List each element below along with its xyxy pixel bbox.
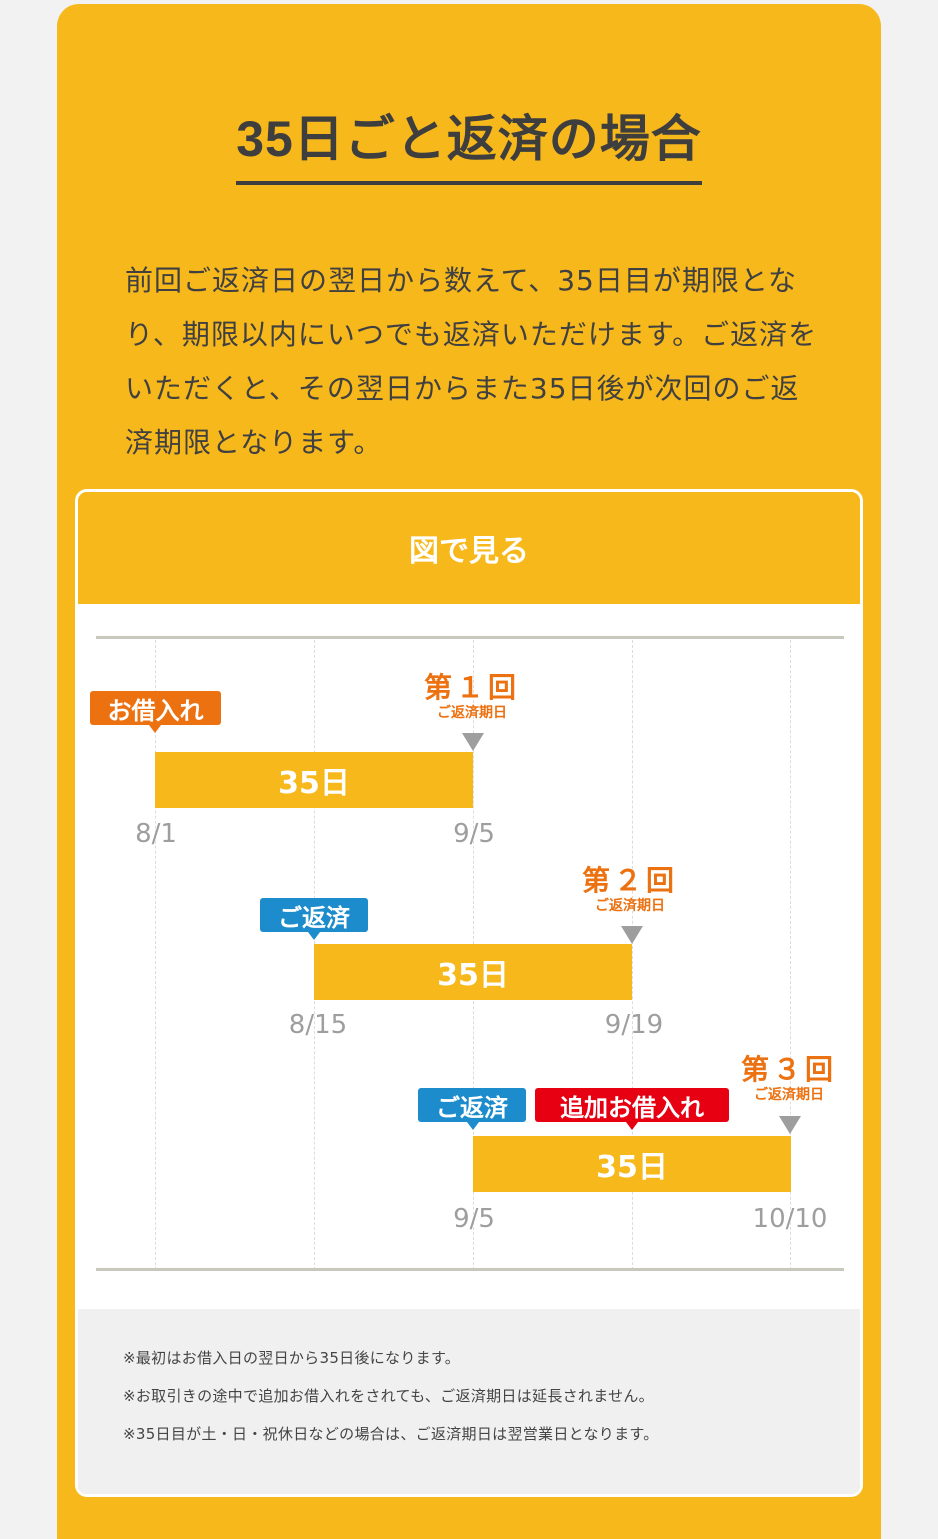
grid-line bbox=[155, 640, 156, 1270]
top-rule bbox=[96, 636, 844, 639]
repayment-info-card: 35日ごと返済の場合 前回ご返済日の翌日から数えて、35日目が期限となり、期限以… bbox=[57, 4, 881, 1539]
grid-line bbox=[632, 640, 633, 1270]
note-item: ※お取引きの途中で追加お借入れをされても、ご返済期日は延長されません。 bbox=[123, 1387, 654, 1405]
period-bar: 35日 bbox=[473, 1136, 791, 1192]
due-arrow-icon bbox=[621, 926, 643, 944]
period-bar: 35日 bbox=[314, 944, 632, 1000]
period-bar: 35日 bbox=[155, 752, 473, 808]
end-date: 9/19 bbox=[604, 1010, 664, 1040]
grid-line bbox=[790, 640, 791, 1270]
figure-panel: 図で見る お借入れ 第１回 ご返済期日 35日 8/1 9/5 ご返済 第２回 … bbox=[75, 489, 863, 1497]
due-arrow-icon bbox=[779, 1116, 801, 1134]
due-arrow-icon bbox=[462, 733, 484, 751]
bottom-rule bbox=[96, 1268, 844, 1271]
due-label-2: 第２回 ご返済期日 bbox=[570, 864, 690, 914]
due-label-3: 第３回 ご返済期日 bbox=[729, 1053, 849, 1103]
note-item: ※最初はお借入日の翌日から35日後になります。 bbox=[123, 1349, 461, 1367]
tag-borrow: お借入れ bbox=[90, 691, 221, 725]
tag-additional-borrow: 追加お借入れ bbox=[535, 1088, 729, 1122]
due-label-1: 第１回 ご返済期日 bbox=[412, 671, 532, 721]
due-subtitle: ご返済期日 bbox=[437, 705, 507, 721]
start-date: 9/5 bbox=[453, 1204, 495, 1234]
section-description: 前回ご返済日の翌日から数えて、35日目が期限となり、期限以内にいつでも返済いただ… bbox=[125, 264, 818, 459]
tag-repay: ご返済 bbox=[418, 1088, 526, 1122]
figure-header: 図で見る bbox=[78, 492, 860, 604]
section-title: 35日ごと返済の場合 bbox=[236, 112, 702, 185]
note-item: ※35日目が土・日・祝休日などの場合は、ご返済期日は翌営業日となります。 bbox=[123, 1425, 659, 1443]
due-subtitle: ご返済期日 bbox=[595, 898, 665, 914]
start-date: 8/1 bbox=[135, 819, 177, 849]
end-date: 10/10 bbox=[752, 1204, 828, 1234]
due-title: 第１回 bbox=[423, 671, 520, 704]
due-subtitle: ご返済期日 bbox=[754, 1087, 824, 1103]
end-date: 9/5 bbox=[453, 819, 495, 849]
notes-section: ※最初はお借入日の翌日から35日後になります。 ※お取引きの途中で追加お借入れを… bbox=[78, 1309, 860, 1494]
timeline-diagram: お借入れ 第１回 ご返済期日 35日 8/1 9/5 ご返済 第２回 ご返済期日… bbox=[78, 604, 860, 1309]
due-title: 第２回 bbox=[581, 864, 678, 897]
tag-repay: ご返済 bbox=[260, 898, 368, 932]
start-date: 8/15 bbox=[288, 1010, 348, 1040]
due-title: 第３回 bbox=[740, 1053, 837, 1086]
title-wrap: 35日ごと返済の場合 bbox=[57, 112, 881, 185]
